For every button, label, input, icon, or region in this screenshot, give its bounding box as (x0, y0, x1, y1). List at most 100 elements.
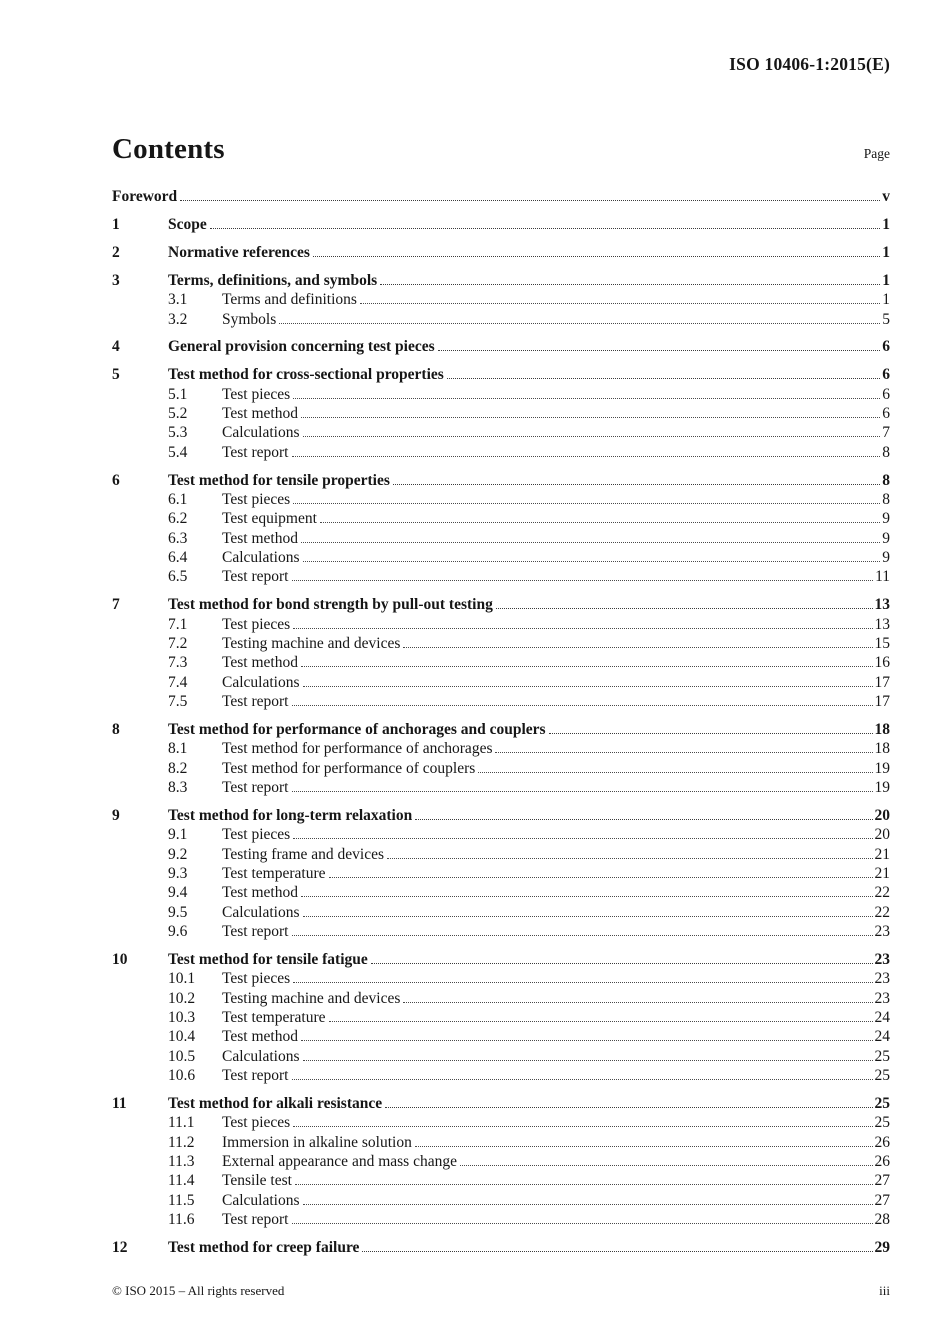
toc-entry-number: 9.5 (168, 903, 188, 921)
toc-entry-label: Testing frame and devices (222, 845, 385, 863)
toc-entry-page: 21 (874, 845, 891, 863)
toc-entry[interactable]: 10.4 Test method 24 (112, 1027, 890, 1046)
toc-entry[interactable]: 9 Test method for long-term relaxation 2… (112, 806, 890, 825)
toc-entry[interactable]: 6 Test method for tensile properties 8 (112, 471, 890, 490)
toc-entry-number: 6.5 (168, 568, 188, 586)
toc-entry-number: 3.2 (168, 310, 188, 328)
toc-entry[interactable]: 3 Terms, definitions, and symbols 1 (112, 271, 890, 290)
toc-entry[interactable]: 6.3 Test method 9 (112, 529, 890, 548)
toc-entry-number: 6.4 (168, 549, 188, 567)
toc-entry[interactable]: 11.6 Test report 28 (112, 1210, 890, 1229)
toc-entry-page: 5 (882, 310, 890, 328)
toc-entry[interactable]: 5.2 Test method 6 (112, 404, 890, 423)
toc-leader-dots (209, 225, 881, 229)
toc-entry[interactable]: 3.2 Symbols 5 (112, 310, 890, 329)
toc-entry[interactable]: 6.4 Calculations 9 (112, 548, 890, 567)
toc-entry[interactable]: 11.3 External appearance and mass change… (112, 1152, 890, 1171)
toc-entry[interactable]: 7.5 Test report 17 (112, 692, 890, 711)
toc-entry[interactable]: 7.3 Test method 16 (112, 653, 890, 672)
toc-entry-page: 26 (874, 1153, 891, 1170)
toc-entry[interactable]: 9.1 Test pieces 20 (112, 825, 890, 844)
toc-entry[interactable]: 9.6 Test report 23 (112, 922, 890, 941)
toc-entry-number: 11.1 (168, 1114, 195, 1132)
toc-entry-label: Test report (222, 779, 289, 797)
toc-entry-label: Test pieces (222, 615, 291, 633)
toc-entry-label: Test method for cross-sectional properti… (168, 366, 444, 384)
toc-entry-label: Test pieces (222, 1114, 291, 1132)
toc-leader-dots (293, 500, 881, 505)
toc-entry-page: 19 (874, 759, 891, 777)
toc-entry[interactable]: 10.1 Test pieces 23 (112, 969, 890, 988)
toc-entry-number: 11.3 (168, 1153, 195, 1170)
toc-entry[interactable]: 7 Test method for bond strength by pull-… (112, 595, 890, 614)
toc-entry[interactable]: 8.1 Test method for performance of ancho… (112, 739, 890, 758)
toc-leader-dots (291, 702, 873, 707)
toc-entry[interactable]: 7.2 Testing machine and devices 15 (112, 634, 890, 653)
toc-list: Foreword v 1 Scope 1 2 Normative referen… (112, 187, 890, 1257)
toc-leader-dots (300, 893, 873, 898)
toc-entry[interactable]: 10 Test method for tensile fatigue 23 (112, 950, 890, 969)
toc-leader-dots (478, 769, 873, 773)
toc-entry[interactable]: 5.1 Test pieces 6 (112, 385, 890, 404)
toc-leader-dots (291, 453, 881, 457)
toc-leader-dots (302, 1201, 873, 1205)
folio-page-number: iii (879, 1283, 890, 1298)
toc-entry[interactable]: 9.4 Test method 22 (112, 883, 890, 902)
toc-entry-label: Calculations (222, 673, 300, 691)
toc-entry-label: Test report (222, 443, 289, 461)
toc-entry-number: 5.2 (168, 405, 188, 423)
toc-entry[interactable]: 6.1 Test pieces 8 (112, 490, 890, 509)
toc-entry-label: Test report (222, 1211, 289, 1229)
toc-entry[interactable]: 10.6 Test report 25 (112, 1066, 890, 1085)
toc-entry[interactable]: 2 Normative references 1 (112, 243, 890, 262)
toc-entry-page: 17 (874, 693, 891, 711)
toc-entry-page: 20 (874, 826, 891, 844)
toc-entry[interactable]: 7.4 Calculations 17 (112, 673, 890, 692)
toc-leader-dots (362, 1248, 873, 1252)
toc-entry-page: 8 (882, 443, 890, 461)
toc-entry[interactable]: 9.2 Testing frame and devices 21 (112, 845, 890, 864)
toc-entry[interactable]: 8.2 Test method for performance of coupl… (112, 759, 890, 778)
toc-leader-dots (359, 300, 881, 305)
toc-entry[interactable]: 12 Test method for creep failure 29 (112, 1238, 890, 1257)
toc-entry[interactable]: 6.2 Test equipment 9 (112, 509, 890, 528)
toc-entry[interactable]: 9.3 Test temperature 21 (112, 864, 890, 883)
toc-leader-dots (385, 1104, 873, 1108)
toc-entry[interactable]: 6.5 Test report 11 (112, 567, 890, 586)
toc-leader-dots (328, 1018, 873, 1022)
toc-entry[interactable]: 4 General provision concerning test piec… (112, 337, 890, 356)
toc-entry[interactable]: 10.5 Calculations 25 (112, 1047, 890, 1066)
toc-entry[interactable]: 5.3 Calculations 7 (112, 423, 890, 442)
toc-entry-page: 6 (882, 338, 890, 356)
toc-entry[interactable]: 11.4 Tensile test 27 (112, 1171, 890, 1190)
toc-entry-page: v (882, 188, 890, 205)
toc-leader-dots (293, 1123, 873, 1128)
toc-entry-page: 23 (874, 989, 891, 1007)
toc-entry[interactable]: 9.5 Calculations 22 (112, 903, 890, 922)
toc-leader-dots (293, 835, 873, 840)
toc-entry-label: Calculations (222, 903, 300, 921)
toc-entry[interactable]: 5 Test method for cross-sectional proper… (112, 365, 890, 384)
toc-entry[interactable]: 5.4 Test report 8 (112, 443, 890, 462)
toc-entry[interactable]: 1 Scope 1 (112, 215, 890, 234)
toc-entry[interactable]: 10.3 Test temperature 24 (112, 1008, 890, 1027)
toc-leader-dots (548, 730, 873, 734)
toc-entry-page: 6 (882, 366, 890, 384)
toc-entry-number: 7.2 (168, 635, 188, 653)
toc-leader-dots (300, 539, 881, 543)
toc-entry-label: Test pieces (222, 385, 291, 403)
toc-entry[interactable]: 8 Test method for performance of anchora… (112, 720, 890, 739)
toc-entry[interactable]: 8.3 Test report 19 (112, 778, 890, 797)
toc-entry[interactable]: 11 Test method for alkali resistance 25 (112, 1094, 890, 1113)
toc-entry[interactable]: Foreword v (112, 187, 890, 206)
toc-entry[interactable]: 3.1 Terms and definitions 1 (112, 290, 890, 309)
toc-entry[interactable]: 11.1 Test pieces 25 (112, 1113, 890, 1132)
toc-entry-label: Calculations (222, 424, 300, 442)
toc-entry-label: Test equipment (222, 510, 317, 528)
toc-entry[interactable]: 11.2 Immersion in alkaline solution 26 (112, 1133, 890, 1152)
toc-entry[interactable]: 7.1 Test pieces 13 (112, 615, 890, 634)
toc-entry-number: 8.2 (168, 759, 188, 777)
toc-entry[interactable]: 10.2 Testing machine and devices 23 (112, 989, 890, 1008)
toc-entry-number: 9.2 (168, 845, 188, 863)
toc-entry[interactable]: 11.5 Calculations 27 (112, 1191, 890, 1210)
